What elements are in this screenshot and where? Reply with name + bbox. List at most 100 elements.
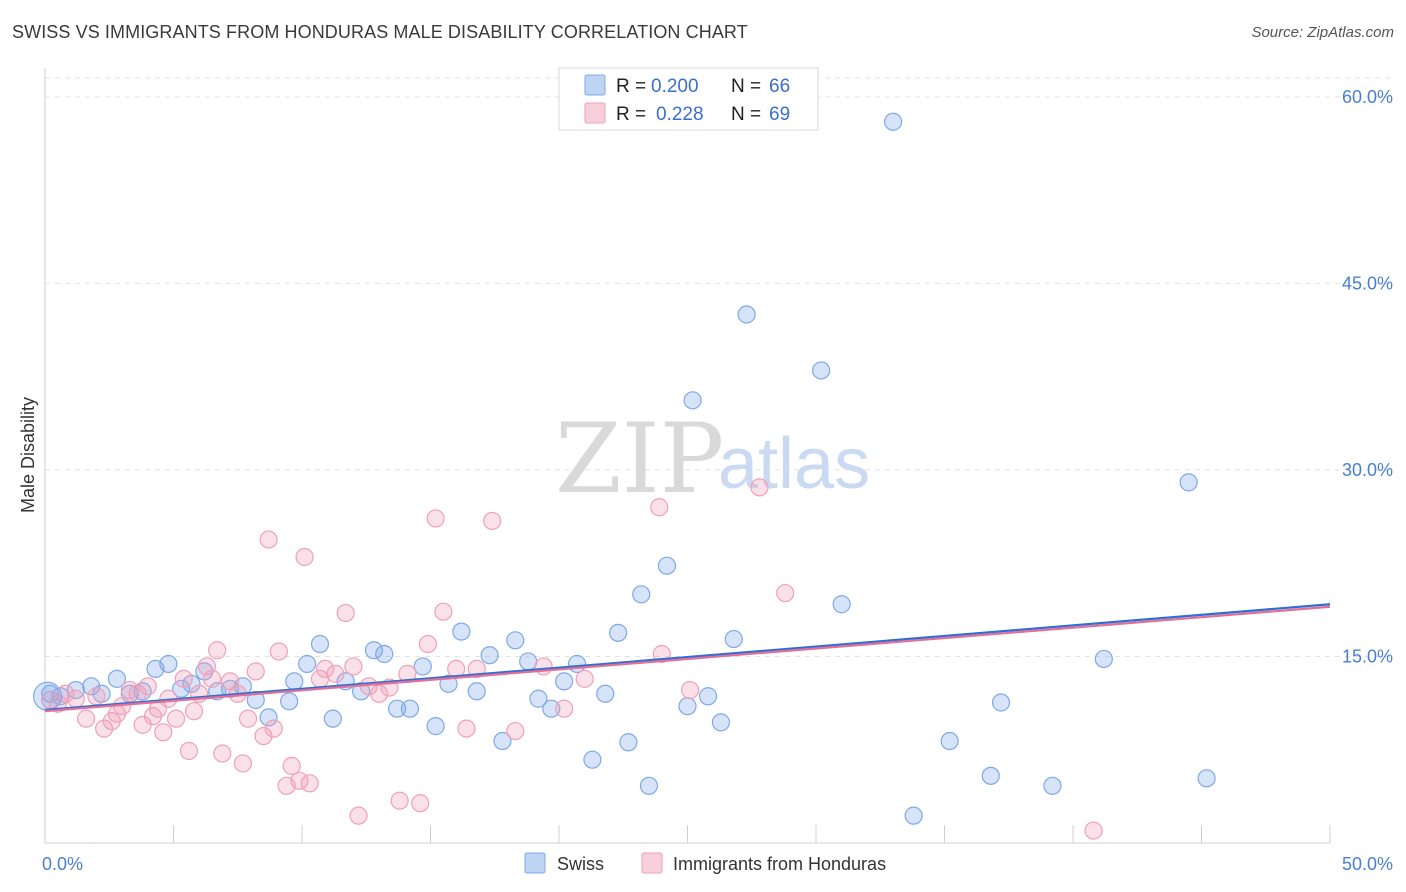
point-honduras xyxy=(411,794,430,813)
point-honduras xyxy=(295,547,314,567)
point-honduras xyxy=(750,478,769,497)
point-honduras xyxy=(174,669,193,688)
point-honduras xyxy=(457,719,476,738)
point-honduras xyxy=(138,677,157,696)
point-swiss xyxy=(298,654,317,674)
trend-lines xyxy=(44,603,1331,713)
legend-n-value-honduras: 69 xyxy=(769,104,790,125)
point-swiss xyxy=(387,699,407,718)
point-swiss xyxy=(364,641,384,660)
point-honduras xyxy=(264,719,283,738)
x-tick-label: 50.0% xyxy=(1342,854,1393,874)
point-swiss xyxy=(195,662,214,681)
point-swiss xyxy=(82,677,101,696)
point-honduras xyxy=(154,723,173,742)
y-tick-label: 15.0% xyxy=(1342,646,1393,666)
point-swiss xyxy=(506,631,525,650)
point-honduras xyxy=(202,669,222,688)
y-tick-label: 30.0% xyxy=(1342,460,1393,480)
point-honduras xyxy=(1084,821,1103,840)
y-tick-label: 60.0% xyxy=(1342,87,1393,107)
point-honduras xyxy=(300,774,319,793)
point-swiss xyxy=(1094,649,1113,669)
point-honduras xyxy=(534,657,553,676)
point-swiss xyxy=(991,693,1011,712)
legend-r-label-honduras: R = xyxy=(616,104,646,125)
chart-title: SWISS VS IMMIGRANTS FROM HONDURAS MALE D… xyxy=(12,22,748,42)
watermark-zip: ZIP xyxy=(555,403,724,515)
trend-line-swiss xyxy=(44,603,1331,712)
point-swiss xyxy=(619,733,638,752)
point-swiss xyxy=(426,717,445,736)
point-honduras xyxy=(282,756,301,776)
point-swiss xyxy=(683,391,702,410)
grid xyxy=(45,77,1395,657)
point-swiss xyxy=(555,672,574,691)
point-swiss xyxy=(480,646,499,665)
point-honduras xyxy=(349,806,368,825)
y-tick-label: 45.0% xyxy=(1342,273,1393,293)
point-honduras xyxy=(179,741,199,761)
point-swiss xyxy=(832,595,851,614)
point-honduras xyxy=(575,669,594,688)
legend-r-value-swiss: 0.200 xyxy=(651,76,699,97)
point-honduras xyxy=(208,641,227,660)
point-swiss xyxy=(493,731,512,751)
point-swiss xyxy=(1179,473,1198,492)
trend-line-honduras xyxy=(44,605,1331,713)
point-honduras xyxy=(66,689,85,708)
point-swiss xyxy=(107,669,127,688)
point-swiss xyxy=(657,556,677,575)
point-swiss xyxy=(724,629,743,649)
legend-swatch-swiss xyxy=(584,74,606,96)
point-honduras xyxy=(336,603,355,623)
point-swiss xyxy=(883,112,903,131)
point-honduras xyxy=(555,699,574,718)
point-swiss xyxy=(812,361,831,380)
point-honduras xyxy=(77,709,96,728)
legend-r-value-honduras: 0.228 xyxy=(656,104,704,125)
point-honduras xyxy=(426,509,445,528)
x-tick-label: 0.0% xyxy=(42,854,83,874)
point-swiss xyxy=(940,731,959,751)
point-swiss xyxy=(737,305,756,324)
point-swiss xyxy=(413,657,432,676)
bottom-legend-swatch-swiss xyxy=(524,852,546,874)
point-honduras xyxy=(434,602,453,621)
point-honduras xyxy=(213,744,232,763)
bottom-legend-label-honduras: Immigrants from Honduras xyxy=(673,854,886,874)
point-honduras xyxy=(184,702,204,721)
data-points xyxy=(32,112,1216,840)
point-honduras xyxy=(506,721,525,741)
point-swiss xyxy=(698,687,718,706)
point-honduras xyxy=(483,511,502,531)
point-honduras xyxy=(95,719,114,738)
point-swiss xyxy=(596,684,615,703)
legend-swatch-honduras xyxy=(584,102,606,124)
point-swiss xyxy=(452,622,471,641)
point-swiss xyxy=(159,654,178,674)
point-swiss xyxy=(981,766,1000,785)
point-honduras xyxy=(418,634,438,654)
legend-n-label-honduras: N = xyxy=(731,104,761,125)
point-swiss xyxy=(1197,769,1216,788)
point-honduras xyxy=(650,498,669,517)
point-honduras xyxy=(259,530,278,549)
point-honduras xyxy=(344,657,363,676)
point-swiss xyxy=(280,692,299,711)
point-honduras xyxy=(680,680,700,700)
point-honduras xyxy=(246,662,265,681)
legend: R = 0.200 N = 66 R = 0.228 N = 69 xyxy=(558,67,819,131)
point-swiss xyxy=(567,654,587,674)
point-honduras xyxy=(390,791,409,810)
point-honduras xyxy=(269,642,288,661)
point-honduras xyxy=(326,664,345,683)
point-swiss xyxy=(904,806,923,825)
watermark: ZIP atlas xyxy=(555,403,870,515)
y-tick-labels: 15.0% 30.0% 45.0% 60.0% xyxy=(1342,87,1393,667)
point-honduras xyxy=(254,726,273,746)
point-honduras xyxy=(776,583,795,603)
point-honduras xyxy=(87,687,106,706)
point-swiss xyxy=(285,672,304,691)
